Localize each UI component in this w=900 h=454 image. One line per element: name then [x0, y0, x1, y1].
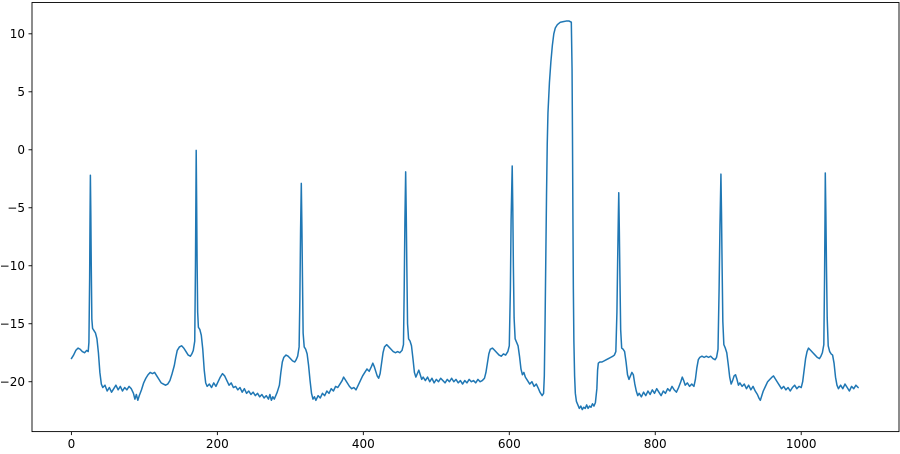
y-tick-label: 0: [17, 143, 25, 157]
x-tick-label: 800: [644, 437, 667, 451]
y-tick-label: 5: [17, 85, 25, 99]
x-tick-label: 0: [68, 437, 76, 451]
y-tick-label: −10: [0, 259, 25, 273]
x-tick-label: 1000: [786, 437, 817, 451]
x-tick-label: 400: [352, 437, 375, 451]
x-tick-label: 200: [206, 437, 229, 451]
x-tick-label: 600: [498, 437, 521, 451]
y-tick-label: 10: [10, 27, 25, 41]
plot-frame: [31, 2, 900, 433]
y-tick-label: −5: [7, 201, 25, 215]
y-tick-label: −20: [0, 375, 25, 389]
signal-line: [70, 20, 859, 411]
y-tick-label: −15: [0, 317, 25, 331]
